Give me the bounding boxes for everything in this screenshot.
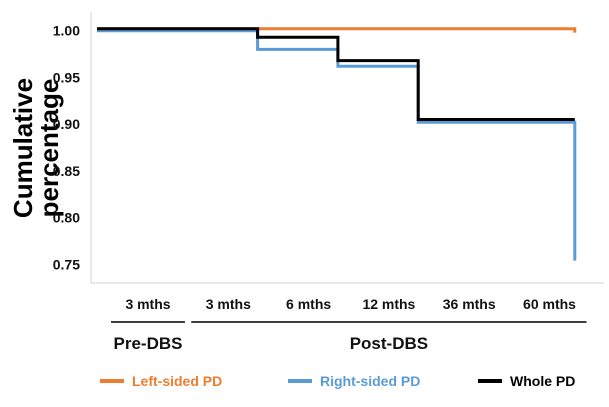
y-axis-label-line-2: percentage — [34, 79, 64, 218]
x-ticks: 3 mths 3 mths 6 mths 12 mths 36 mths 60 mths — [125, 296, 576, 312]
x-tick-label: 36 mths — [443, 296, 496, 312]
legend-item: Right-sided PD — [288, 373, 420, 389]
y-axis-label-line-1: Cumulative — [8, 78, 38, 218]
y-tick-label: 0.85 — [53, 163, 80, 179]
x-tick-label: 60 mths — [523, 296, 576, 312]
y-tick-label: 0.75 — [53, 256, 80, 272]
x-tick-label: 3 mths — [125, 296, 170, 312]
series-lines — [97, 27, 577, 261]
legend-item: Whole PD — [478, 373, 575, 389]
legend-label: Whole PD — [510, 373, 575, 389]
y-ticks: 1.00 0.95 0.90 0.85 0.80 0.75 — [53, 23, 80, 273]
y-tick-label: 1.00 — [53, 23, 80, 39]
series-line-right-sided-pd — [97, 29, 577, 261]
y-axis-title: Cumulative percentage — [8, 78, 64, 218]
legend-label: Left-sided PD — [132, 373, 222, 389]
group-label: Pre-DBS — [114, 334, 183, 353]
x-tick-label: 3 mths — [206, 296, 251, 312]
legend: Left-sided PD Right-sided PD Whole PD — [100, 373, 575, 389]
x-groups: Pre-DBS Post-DBS — [111, 321, 587, 353]
legend-item: Left-sided PD — [100, 373, 222, 389]
series-line-whole-pd — [97, 27, 575, 121]
y-tick-label: 0.95 — [53, 69, 80, 85]
group-label: Post-DBS — [350, 334, 428, 353]
x-tick-label: 6 mths — [286, 296, 331, 312]
y-tick-label: 0.90 — [53, 116, 80, 132]
y-tick-label: 0.80 — [53, 210, 80, 226]
x-tick-label: 12 mths — [362, 296, 415, 312]
legend-label: Right-sided PD — [320, 373, 420, 389]
